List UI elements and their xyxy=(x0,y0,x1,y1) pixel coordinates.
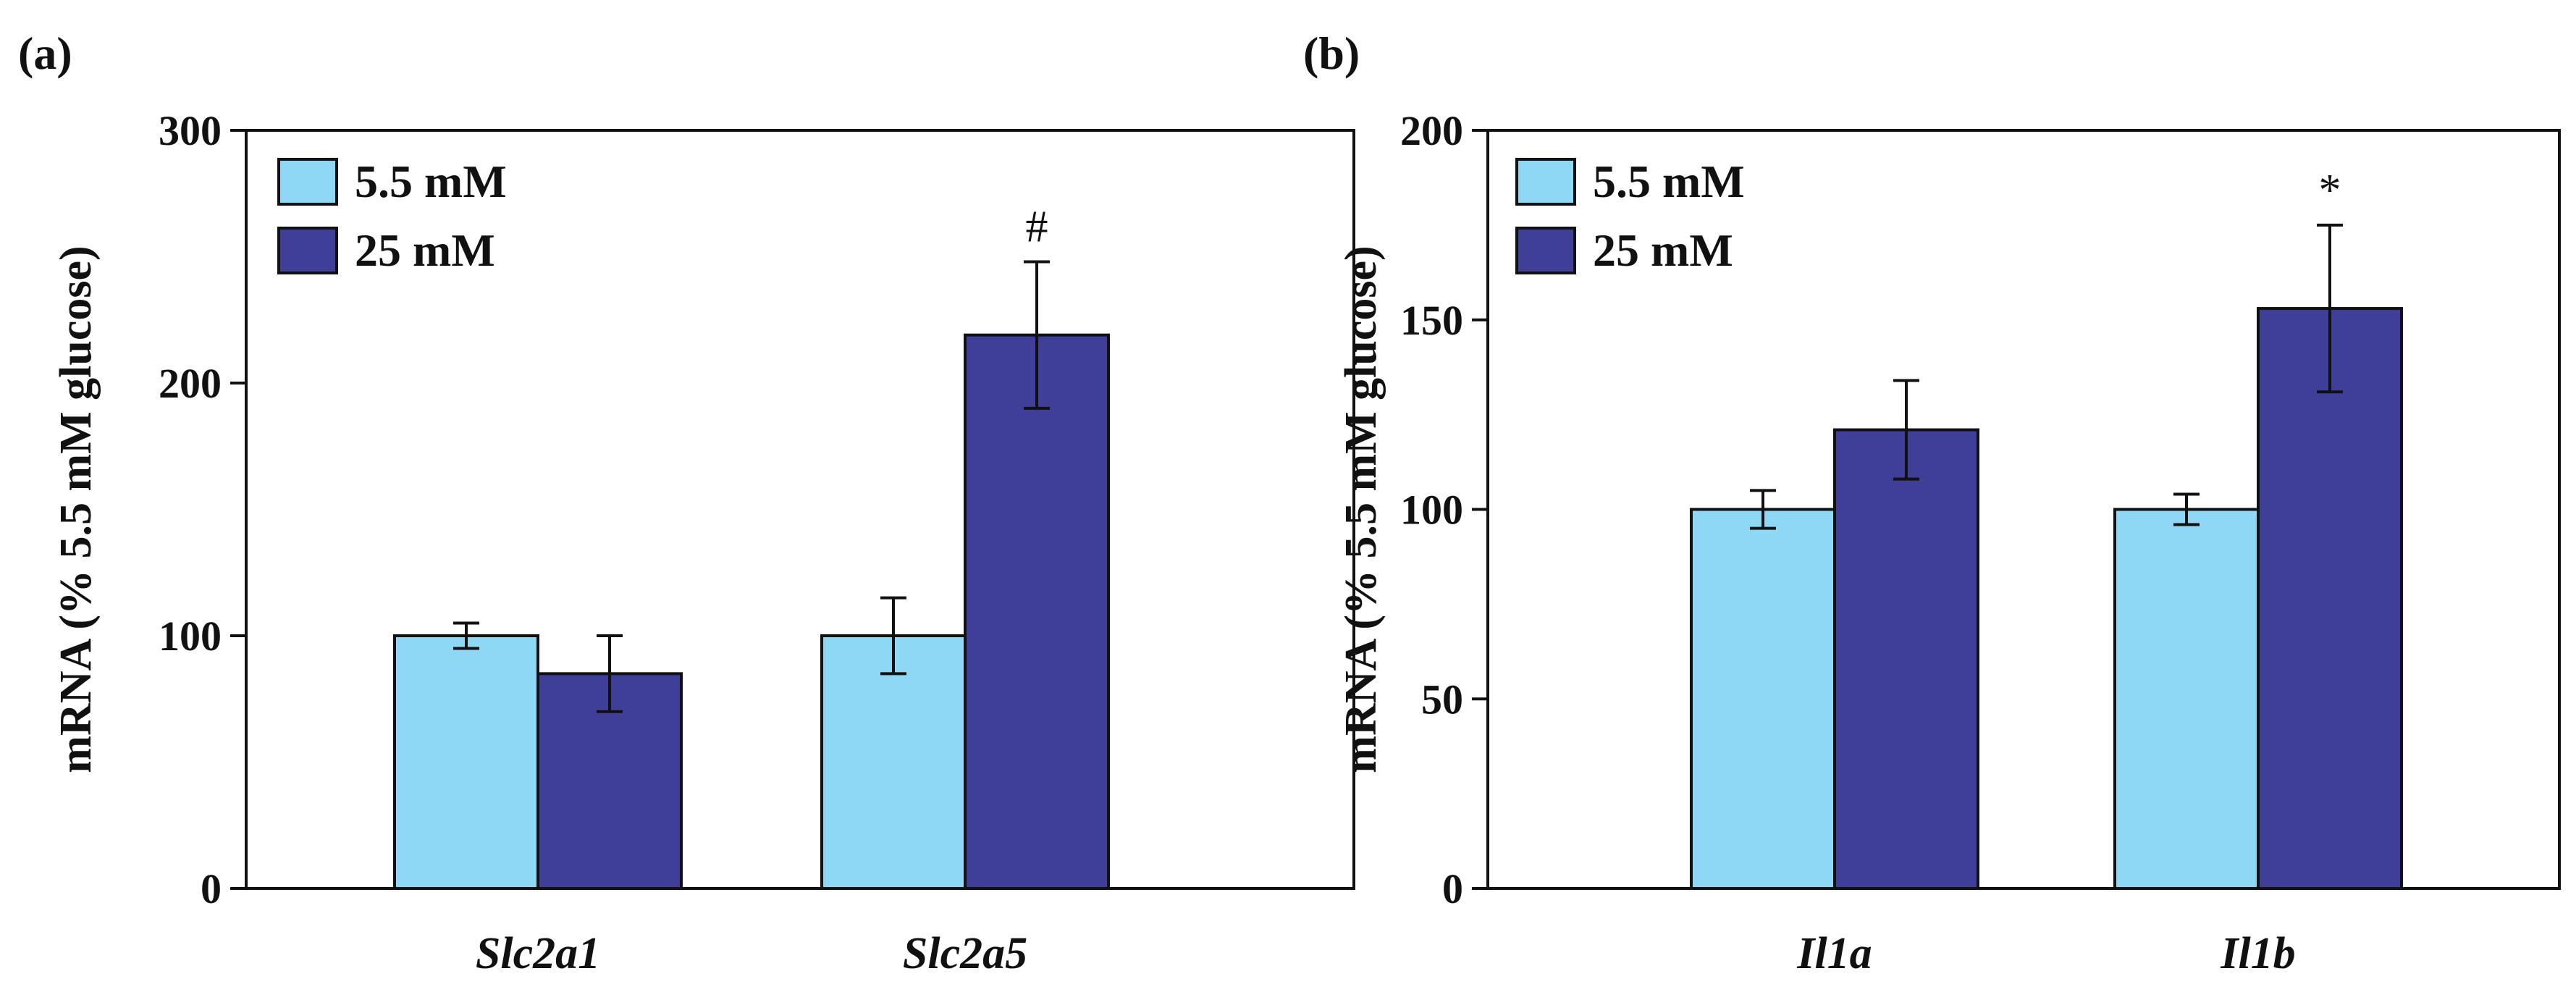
legend-swatch xyxy=(1515,227,1576,274)
category-label: Il1a xyxy=(1796,929,1872,978)
y-tick-label: 100 xyxy=(159,613,222,660)
legend-swatch xyxy=(277,158,338,206)
panel-label: (a) xyxy=(18,28,72,79)
bar-low-glucose xyxy=(820,634,967,890)
y-tick-label: 0 xyxy=(1442,865,1463,912)
legend: 5.5 mM 25 mM xyxy=(1515,156,1745,276)
legend-swatch xyxy=(277,227,338,274)
y-axis-title: mRNA (% 5.5 mM glucose) xyxy=(1337,245,1386,773)
legend-label: 25 mM xyxy=(1593,224,1733,276)
y-tick-label: 300 xyxy=(159,107,222,154)
y-tick-label: 150 xyxy=(1400,297,1463,344)
chart-panel-b: (b) 0 50 100 150 200 mRNA (% 5.5 mM glucose) Il… xyxy=(1303,28,2561,978)
bar-low-glucose xyxy=(393,634,539,890)
category-label: Slc2a1 xyxy=(476,929,600,978)
legend-swatch xyxy=(1515,158,1576,206)
legend: 5.5 mM 25 mM xyxy=(277,156,507,276)
bar-high-glucose xyxy=(2257,307,2403,891)
legend-label: 5.5 mM xyxy=(1593,156,1745,207)
chart-panel-a: (a) 0 100 200 300 mRNA (% 5.5 mM glucose) Slc2… xyxy=(18,28,1355,978)
y-tick-label: 50 xyxy=(1421,676,1463,723)
y-tick-label: 200 xyxy=(1400,107,1463,154)
category-label: Il1b xyxy=(2220,929,2295,978)
bar-high-glucose xyxy=(1833,428,1979,890)
significance-marker: # xyxy=(1026,202,1048,251)
legend-label: 25 mM xyxy=(355,224,495,276)
bar-high-glucose xyxy=(964,333,1110,890)
y-tick-label: 0 xyxy=(201,865,222,912)
bar-low-glucose xyxy=(1690,508,1836,890)
significance-marker: * xyxy=(2319,166,2341,215)
y-tick-label: 100 xyxy=(1400,487,1463,534)
panel-label: (b) xyxy=(1303,28,1360,79)
y-axis-title: mRNA (% 5.5 mM glucose) xyxy=(51,245,101,773)
bar-low-glucose xyxy=(2113,508,2260,890)
plot-frame xyxy=(245,129,1355,890)
y-tick-label: 200 xyxy=(159,360,222,407)
legend-label: 5.5 mM xyxy=(355,156,507,207)
category-label: Slc2a5 xyxy=(903,929,1027,978)
